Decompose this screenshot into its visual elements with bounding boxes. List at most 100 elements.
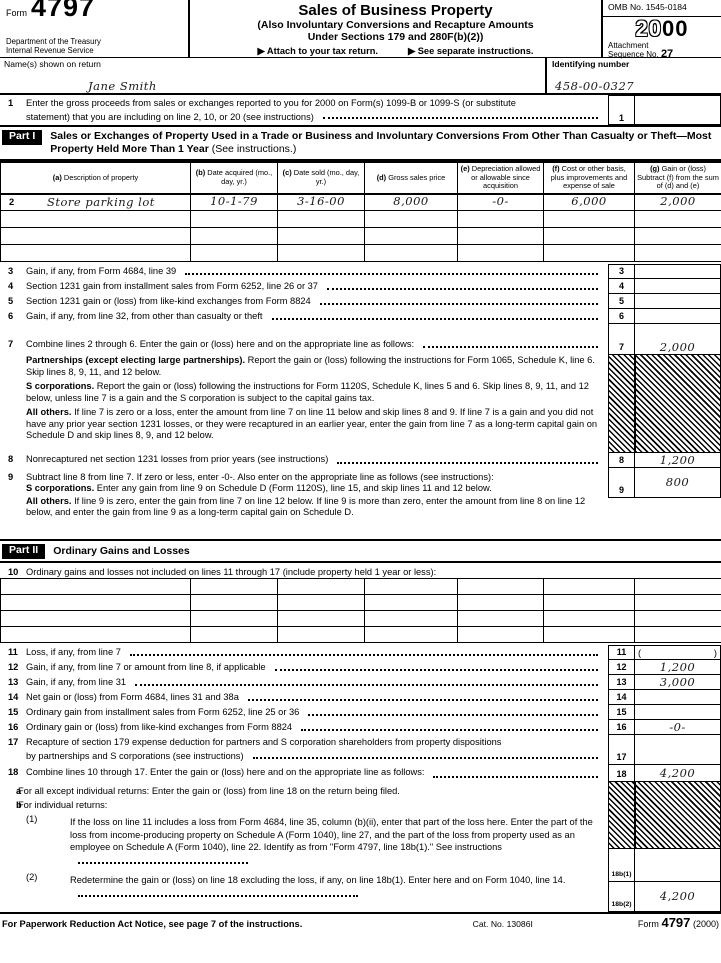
hatched-area — [608, 782, 721, 849]
line-10-row-1 — [0, 578, 721, 596]
dot-leader — [271, 309, 598, 321]
line-18ab-text-block: a For all except individual returns: Ent… — [0, 782, 608, 912]
gross-sales-cell[interactable]: 8,000 — [364, 193, 458, 212]
line-16: 16 Ordinary gain or (loss) from like-kin… — [0, 720, 721, 736]
dot-leader — [78, 887, 358, 897]
empty-cell[interactable] — [0, 244, 191, 263]
cost-basis-cell[interactable]: 6,000 — [543, 193, 635, 212]
line-3-amount-field[interactable] — [635, 264, 721, 280]
line-11: 11 Loss, if any, from line 7 11 () — [0, 645, 721, 661]
property-row-3 — [0, 227, 721, 246]
empty-cell[interactable] — [0, 210, 191, 229]
part2-title: Ordinary Gains and Losses — [53, 544, 190, 557]
line-3: 3 Gain, if any, from Form 4684, line 39 … — [0, 264, 721, 280]
department-block: Department of the Treasury Internal Reve… — [6, 37, 101, 55]
line-18b1-text: If the loss on line 11 includes a loss f… — [70, 816, 608, 867]
identifying-number-label: Identifying number — [552, 59, 630, 69]
line-18-answer-column: 18b(1) 18b(2) 4,200 — [608, 782, 721, 913]
line-7-all-others-note: All others. If line 7 is zero or a loss,… — [26, 407, 598, 441]
dot-leader — [185, 264, 598, 276]
line-7-s-corporations-note: S corporations. Report the gain or (loss… — [26, 381, 589, 403]
part2-header: Part II Ordinary Gains and Losses — [0, 539, 721, 564]
line-10-row-2 — [0, 594, 721, 612]
line-3-box-label: 3 — [608, 264, 635, 280]
line-18b2: (2) Redetermine the gain or (loss) on li… — [0, 872, 608, 902]
form-subtitle-1: (Also Involuntary Conversions and Recapt… — [257, 19, 534, 31]
attachment-sequence: Attachment Sequence No. 27 — [608, 40, 674, 60]
hatch-divider — [634, 355, 636, 453]
line-6-amount-field[interactable] — [635, 309, 721, 325]
line-11-amount-field[interactable]: () — [635, 645, 721, 661]
line-14: 14 Net gain or (loss) from Form 4684, li… — [0, 690, 721, 706]
form-footer: For Paperwork Reduction Act Notice, see … — [0, 912, 721, 935]
col-gain-loss: (g) Gain or (loss) Subtract (f) from the… — [634, 161, 721, 195]
line-1-number: 1 — [8, 98, 14, 108]
col-depreciation: (e) Depreciation allowed or allowable si… — [457, 161, 544, 195]
line-7-amount-field[interactable]: 2,000 — [635, 324, 721, 356]
line-13-amount-field[interactable]: 3,000 — [635, 675, 721, 691]
line-1-amount-field[interactable] — [635, 95, 721, 125]
line-16-box-label: 16 — [608, 720, 635, 736]
line-15-amount-field[interactable] — [635, 705, 721, 721]
attach-note: ▶ Attach to your tax return. — [257, 46, 378, 56]
line-18-amount-field[interactable]: 4,200 — [635, 765, 721, 783]
line-6: 6 Gain, if any, from line 32, from other… — [0, 309, 721, 325]
line-17: 17 Recapture of section 179 expense dedu… — [8, 737, 502, 748]
omb-year-block: OMB No. 1545-0184 2000 Attachment Sequen… — [601, 0, 721, 60]
property-row-2 — [0, 210, 721, 229]
line-18b2-box-label: 18b(2) — [608, 882, 635, 913]
dot-leader — [274, 660, 598, 672]
line-12: 12 Gain, if any, from line 7 or amount f… — [0, 660, 721, 676]
dot-leader — [322, 112, 598, 119]
line-10-row-4 — [0, 626, 721, 644]
line-9-s-corporations-note: S corporations. Enter any gain from line… — [26, 483, 492, 494]
line-16-amount-field[interactable]: -0- — [635, 720, 721, 736]
line-18b1: (1) If the loss on line 11 includes a lo… — [0, 814, 608, 869]
hatch-divider — [634, 782, 636, 849]
line-5-amount-field[interactable] — [635, 294, 721, 310]
line-7-box-label: 7 — [608, 324, 635, 356]
depreciation-cell[interactable]: -0- — [457, 193, 544, 212]
paperwork-notice: For Paperwork Reduction Act Notice, see … — [2, 919, 303, 930]
form-word: Form — [6, 8, 27, 18]
form-subtitle-2: Under Sections 179 and 280F(b)(2)) — [307, 31, 484, 43]
line-14-amount-field[interactable] — [635, 690, 721, 706]
date-acquired-cell[interactable]: 10-1-79 — [190, 193, 278, 212]
part1-badge: Part I — [2, 130, 43, 145]
line-1: 1 Enter the gross proceeds from sales or… — [0, 95, 721, 127]
line-18b1-amount-field[interactable] — [635, 848, 721, 883]
line-7-text-block: 7 Combine lines 2 through 6. Enter the g… — [0, 324, 608, 452]
ordinary-gains-table — [0, 578, 721, 644]
line-15-box-label: 15 — [608, 705, 635, 721]
line-18b2-amount-field[interactable]: 4,200 — [635, 882, 721, 913]
line-1-text: Enter the gross proceeds from sales or e… — [26, 95, 608, 125]
name-label: Name(s) shown on return — [4, 59, 101, 69]
col-description: (a) Description of property — [0, 161, 191, 195]
hatched-area — [608, 355, 721, 453]
taxpayer-name-field[interactable]: Jane Smith — [88, 78, 157, 93]
line-11-box-label: 11 — [608, 645, 635, 661]
line-4-amount-field[interactable] — [635, 279, 721, 295]
line-5: 5 Section 1231 gain or (loss) from like-… — [0, 294, 721, 310]
col-date-acquired: (b) Date acquired (mo., day, yr.) — [190, 161, 278, 195]
line-9-all-others-note: All others. If line 9 is zero, enter the… — [26, 495, 586, 518]
line-12-amount-field[interactable]: 1,200 — [635, 660, 721, 676]
see-instructions-note: ▶ See separate instructions. — [407, 46, 534, 56]
gain-loss-cell[interactable]: 2,000 — [634, 193, 721, 212]
identifying-number-field[interactable]: 458-00-0327 — [555, 78, 635, 93]
name-section: Name(s) shown on return Jane Smith — [0, 58, 545, 93]
dot-leader — [326, 279, 598, 291]
line-8-amount-field[interactable]: 1,200 — [635, 452, 721, 469]
line-9-box-label: 9 — [608, 468, 635, 499]
line-14-box-label: 14 — [608, 690, 635, 706]
date-sold-cell[interactable]: 3-16-00 — [277, 193, 365, 212]
description-cell[interactable]: 2 Store parking lot — [0, 193, 191, 212]
empty-cell[interactable] — [0, 227, 191, 246]
line-17-block: 17 Recapture of section 179 expense dedu… — [0, 735, 721, 766]
dot-leader — [337, 452, 598, 465]
line-8: 8 Nonrecaptured net section 1231 losses … — [0, 452, 721, 469]
line-9-amount-field[interactable]: 800 — [635, 468, 721, 499]
line-18b: b For individual returns: — [16, 800, 108, 811]
line-13-box-label: 13 — [608, 675, 635, 691]
line-17-amount-field[interactable] — [635, 735, 721, 766]
